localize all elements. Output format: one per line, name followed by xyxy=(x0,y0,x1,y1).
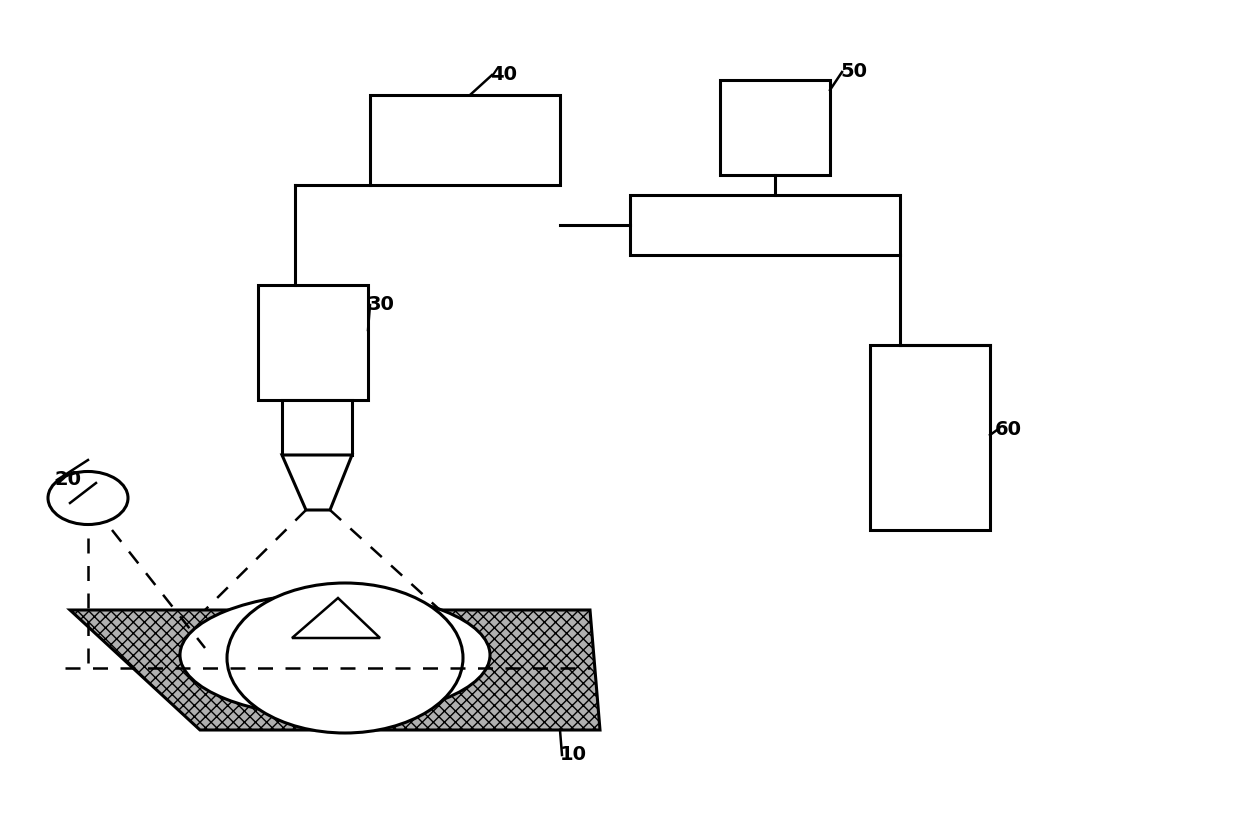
Polygon shape xyxy=(291,598,379,638)
Text: 30: 30 xyxy=(368,295,394,314)
Polygon shape xyxy=(69,610,600,730)
Bar xyxy=(258,285,368,400)
Ellipse shape xyxy=(227,583,463,733)
Bar xyxy=(720,80,830,175)
Ellipse shape xyxy=(180,593,490,717)
Bar xyxy=(630,195,900,255)
Text: 50: 50 xyxy=(839,62,867,81)
Bar xyxy=(870,345,990,530)
Text: 60: 60 xyxy=(994,420,1022,439)
Text: 20: 20 xyxy=(55,470,82,489)
Text: 40: 40 xyxy=(490,65,517,84)
Bar xyxy=(370,95,560,185)
Polygon shape xyxy=(281,455,352,510)
Circle shape xyxy=(48,472,128,524)
Bar xyxy=(281,400,352,455)
Text: 10: 10 xyxy=(560,745,587,764)
